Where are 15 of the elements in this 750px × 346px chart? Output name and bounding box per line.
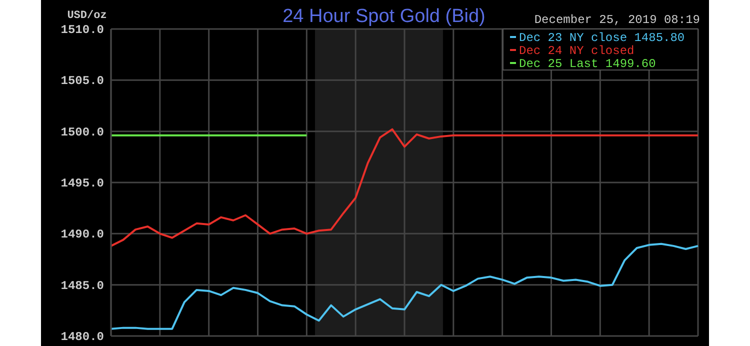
text: December 25, 2019 08:19 (534, 13, 700, 27)
y-tick-label: 1500.0 (60, 125, 104, 140)
legend-label: Dec 24 NY closed (519, 44, 634, 58)
y-tick-label: 1480.0 (60, 330, 104, 344)
line-series (110, 128, 699, 247)
chart-title: 24 Hour Spot Gold (Bid) (282, 6, 486, 27)
legend-label: Dec 25 Last 1499.60 (519, 57, 656, 71)
y-tick-label: 1505.0 (60, 74, 104, 88)
y-axis-title: USD/oz (67, 10, 107, 22)
y-tick-label: 1495.0 (60, 176, 104, 190)
y-tick-label: 1510.0 (60, 23, 104, 37)
y-tick-label: 1485.0 (60, 278, 104, 293)
y-tick-label: 1490.0 (60, 228, 104, 242)
line-series (110, 242, 699, 330)
legend-label: Dec 23 NY close 1485.80 (519, 31, 685, 45)
